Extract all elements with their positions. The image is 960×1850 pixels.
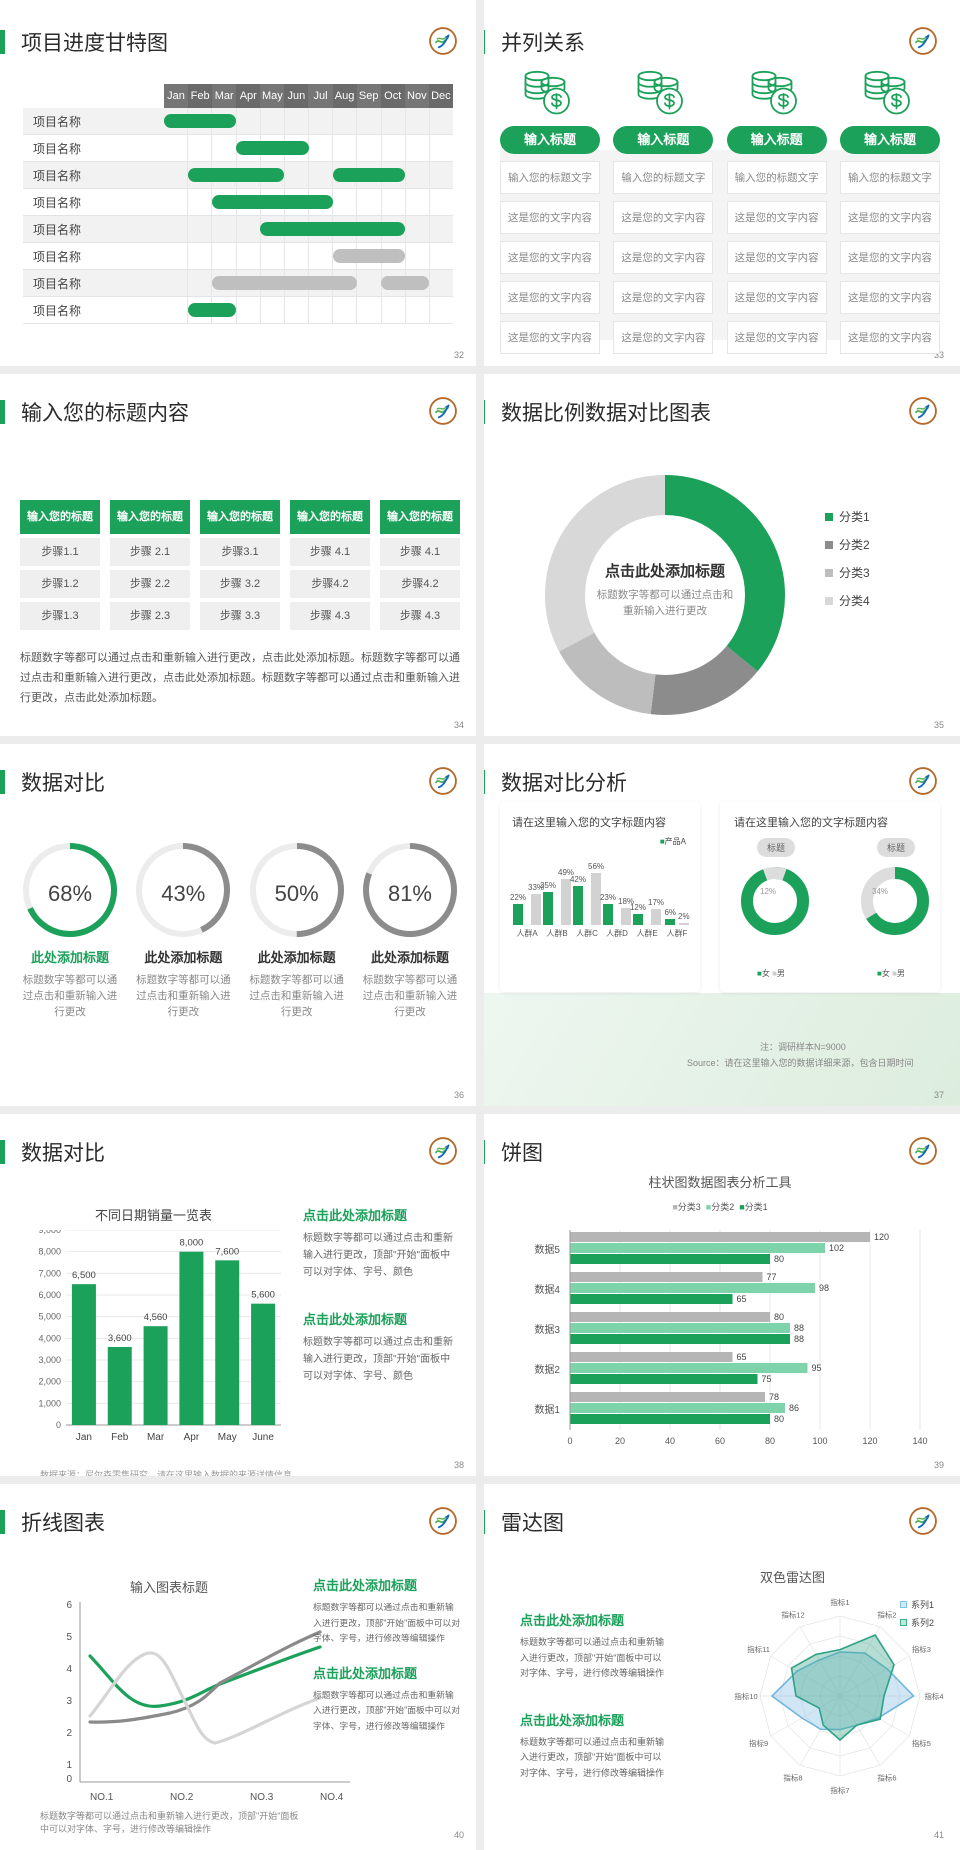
svg-text:指标8: 指标8 [783, 1772, 802, 1782]
svg-text:指标4: 指标4 [924, 1691, 943, 1701]
svg-text:100: 100 [812, 1436, 827, 1446]
svg-text:34%: 34% [872, 887, 888, 896]
svg-text:3,600: 3,600 [108, 1333, 132, 1344]
svg-text:指标10: 指标10 [734, 1691, 757, 1701]
svg-text:NO.4: NO.4 [320, 1792, 344, 1802]
svg-text:6,000: 6,000 [38, 1290, 61, 1300]
svg-text:77: 77 [767, 1272, 777, 1282]
svg-text:120: 120 [874, 1232, 889, 1242]
svg-text:指标11: 指标11 [747, 1644, 770, 1654]
svg-text:指标5: 指标5 [912, 1738, 931, 1748]
svg-text:66%: 66% [891, 909, 907, 918]
svg-text:June: June [252, 1432, 274, 1443]
svg-text:May: May [218, 1432, 237, 1443]
svg-text:指标1: 指标1 [830, 1597, 849, 1607]
svg-text:NO.2: NO.2 [170, 1792, 194, 1802]
svg-text:Feb: Feb [111, 1432, 129, 1443]
svg-text:7,000: 7,000 [38, 1268, 61, 1278]
svg-text:12%: 12% [760, 887, 776, 896]
svg-text:80: 80 [765, 1436, 775, 1446]
svg-text:0: 0 [567, 1436, 572, 1446]
svg-text:1,000: 1,000 [38, 1398, 61, 1408]
svg-text:60: 60 [715, 1436, 725, 1446]
svg-text:指标9: 指标9 [749, 1738, 768, 1748]
svg-text:86: 86 [789, 1403, 799, 1413]
svg-text:0: 0 [56, 1420, 61, 1430]
svg-text:40: 40 [665, 1436, 675, 1446]
svg-text:指标6: 指标6 [877, 1772, 896, 1782]
svg-text:8,000: 8,000 [180, 1238, 204, 1249]
svg-text:120: 120 [862, 1436, 877, 1446]
svg-text:Jan: Jan [76, 1432, 92, 1443]
svg-text:数据3: 数据3 [534, 1323, 560, 1336]
svg-text:Mar: Mar [147, 1432, 165, 1443]
svg-text:7,600: 7,600 [215, 1246, 239, 1257]
svg-text:0: 0 [66, 1774, 72, 1785]
svg-text:6: 6 [66, 1600, 72, 1611]
svg-text:75: 75 [762, 1374, 772, 1384]
svg-text:2: 2 [66, 1728, 72, 1739]
svg-text:Apr: Apr [184, 1432, 200, 1443]
svg-text:3,000: 3,000 [38, 1355, 61, 1365]
svg-text:指标2: 指标2 [877, 1610, 896, 1620]
svg-text:6,500: 6,500 [72, 1270, 96, 1281]
svg-text:9,000: 9,000 [38, 1230, 61, 1235]
svg-text:NO.1: NO.1 [90, 1792, 114, 1802]
svg-text:指标12: 指标12 [781, 1610, 804, 1620]
svg-text:数据5: 数据5 [534, 1243, 560, 1256]
svg-text:80: 80 [774, 1312, 784, 1322]
svg-text:102: 102 [829, 1243, 844, 1253]
svg-text:80: 80 [774, 1254, 784, 1264]
svg-text:5,600: 5,600 [251, 1290, 275, 1301]
svg-text:80: 80 [774, 1414, 784, 1424]
svg-text:数据4: 数据4 [534, 1283, 560, 1296]
svg-text:指标7: 指标7 [830, 1785, 849, 1795]
svg-text:95: 95 [812, 1363, 822, 1373]
svg-text:指标3: 指标3 [912, 1644, 931, 1654]
svg-text:3: 3 [66, 1696, 72, 1707]
svg-text:1: 1 [66, 1760, 72, 1771]
svg-text:数据1: 数据1 [534, 1403, 560, 1416]
svg-text:65: 65 [737, 1352, 747, 1362]
svg-text:65: 65 [737, 1294, 747, 1304]
svg-text:NO.3: NO.3 [250, 1792, 274, 1802]
svg-text:5,000: 5,000 [38, 1312, 61, 1322]
svg-text:5: 5 [66, 1632, 72, 1643]
svg-text:8,000: 8,000 [38, 1247, 61, 1257]
svg-text:4: 4 [66, 1664, 72, 1675]
svg-text:4,560: 4,560 [144, 1312, 168, 1323]
svg-text:2,000: 2,000 [38, 1377, 61, 1387]
svg-text:88: 88 [794, 1323, 804, 1333]
svg-text:140: 140 [912, 1436, 927, 1446]
svg-text:数据2: 数据2 [534, 1363, 560, 1376]
svg-text:98: 98 [819, 1283, 829, 1293]
svg-text:20: 20 [615, 1436, 625, 1446]
svg-text:78: 78 [769, 1392, 779, 1402]
svg-text:88%: 88% [768, 909, 784, 918]
svg-text:4,000: 4,000 [38, 1333, 61, 1343]
svg-text:88: 88 [794, 1334, 804, 1344]
